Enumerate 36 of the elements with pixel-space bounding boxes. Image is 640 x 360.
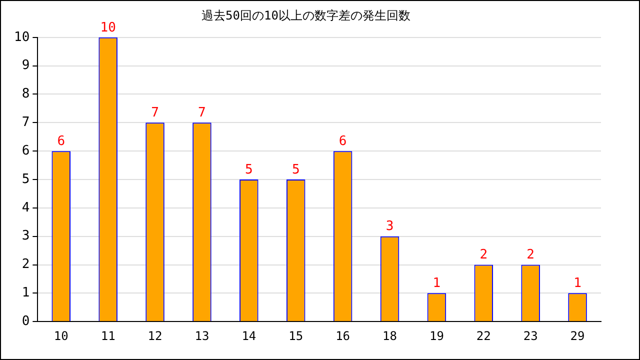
data-label: 5 (244, 162, 253, 178)
x-tick-label: 14 (242, 328, 256, 343)
data-label: 3 (386, 219, 394, 234)
x-tick-label: 11 (100, 328, 116, 343)
x-tick-label: 22 (476, 328, 491, 343)
data-label: 6 (338, 134, 347, 149)
x-tick-label: 10 (54, 328, 68, 343)
y-tick-label: 6 (22, 143, 30, 158)
data-label: 2 (480, 248, 488, 263)
y-tick-label: 7 (22, 115, 30, 130)
x-tick-label: 19 (429, 328, 444, 343)
x-tick-label: 13 (194, 328, 210, 343)
data-label: 1 (432, 276, 441, 292)
data-label: 5 (292, 162, 300, 178)
y-tick-label: 1 (22, 286, 30, 301)
y-tick-label: 8 (22, 86, 30, 102)
y-tick-label: 9 (22, 58, 30, 74)
chart-title: 過去50回の10以上の数字差の発生回数 (202, 8, 410, 22)
y-tick-label: 4 (22, 200, 30, 216)
y-tick-label: 0 (22, 314, 30, 329)
x-tick-label: 23 (523, 328, 538, 343)
y-tick-label: 10 (14, 30, 30, 45)
x-tick-label: 12 (148, 328, 162, 343)
data-label: 1 (574, 276, 582, 292)
data-label: 7 (198, 106, 206, 121)
y-tick-label: 5 (22, 172, 30, 187)
data-label: 2 (526, 248, 534, 263)
y-tick-label: 2 (22, 257, 30, 272)
x-tick-label: 18 (382, 328, 397, 343)
data-label: 6 (57, 134, 66, 149)
x-tick-label: 16 (336, 328, 350, 343)
y-tick-label: 3 (22, 228, 30, 244)
x-tick-label: 15 (288, 328, 304, 343)
x-tick-label: 29 (570, 328, 585, 343)
data-label: 7 (151, 106, 159, 121)
data-label: 10 (100, 20, 116, 36)
